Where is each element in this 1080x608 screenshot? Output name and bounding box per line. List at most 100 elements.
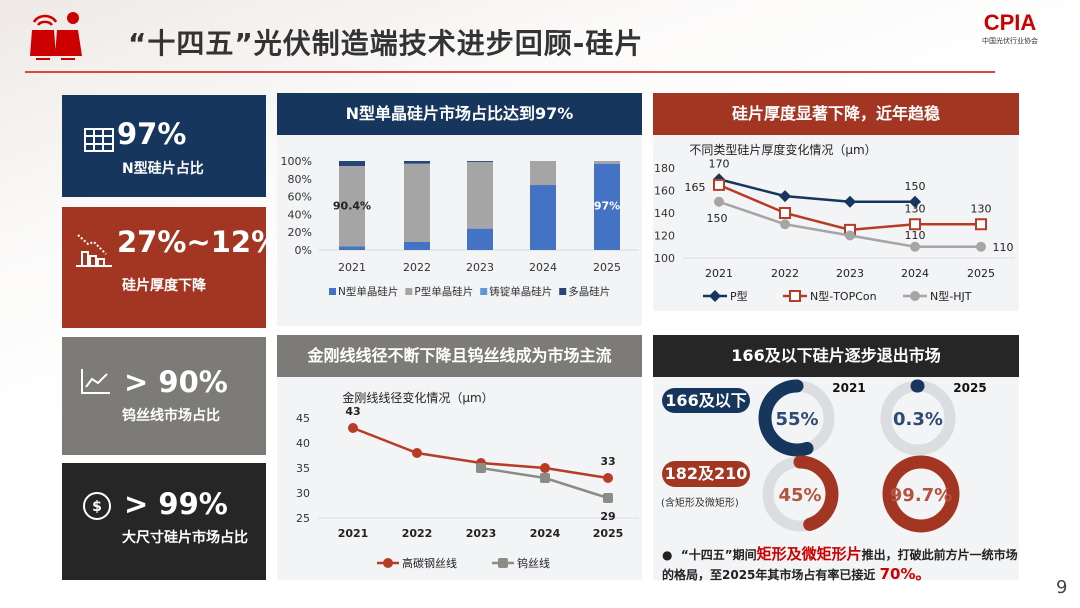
y-tick-label: 40%	[288, 208, 312, 221]
x-tick-label: 2022	[771, 267, 799, 280]
panel-header: 166及以下硅片逐步退出市场	[653, 335, 1019, 377]
data-point	[713, 178, 725, 191]
data-point	[910, 291, 920, 301]
data-point	[909, 218, 921, 231]
chart-title: 不同类型硅片厚度变化情况（μm）	[689, 142, 876, 157]
data-point	[975, 218, 987, 231]
bar-segment	[404, 241, 430, 250]
data-label: 130	[971, 202, 992, 215]
donut-arc	[761, 455, 839, 533]
data-point	[779, 207, 791, 219]
data-label: 97%	[594, 200, 620, 213]
legend-label: N型单晶硅片	[338, 285, 398, 298]
stat-label: 钨丝线市场占比	[122, 408, 220, 424]
stat-label: 硅片厚度下降	[122, 278, 206, 294]
solar-panel-grid-icon	[84, 128, 114, 152]
bar-segment	[339, 165, 365, 247]
stat-card-n-type: 97% N型硅片占比	[62, 95, 266, 197]
data-label: 165	[685, 181, 706, 194]
data-point	[780, 219, 790, 230]
stat-card-tungsten: > 90% 钨丝线市场占比	[62, 337, 266, 455]
x-tick-label: 2025	[593, 527, 624, 540]
trend-line-icon	[81, 369, 110, 394]
logo-subtext: 中国光伏行业协会	[982, 37, 1038, 45]
x-tick-label: 2024	[529, 261, 557, 274]
data-point	[779, 190, 791, 203]
data-point	[476, 463, 486, 473]
bar-segment	[594, 161, 620, 164]
data-label: 43	[345, 405, 360, 418]
stat-value: > 99%	[124, 487, 228, 521]
declining-bar-chart-icon	[76, 234, 112, 267]
data-label: 170	[709, 157, 730, 170]
page-title: “十四五”光伏制造端技术进步回顾-硅片	[128, 27, 644, 60]
data-point	[383, 558, 393, 568]
legend-label: P型单晶硅片	[414, 285, 473, 298]
y-tick-label: 80%	[288, 173, 312, 186]
legend-label: N型-HJT	[930, 289, 972, 303]
donut-arc	[879, 379, 957, 457]
bar-segment	[467, 228, 493, 250]
legend-swatch	[480, 288, 488, 295]
x-tick-label: 2024	[901, 267, 929, 280]
legend-label: 钨丝线	[517, 556, 550, 570]
bar-segment	[404, 161, 430, 164]
data-point	[845, 230, 855, 241]
x-tick-label: 2022	[402, 527, 433, 540]
donut-charts: 2021 2025 55% 0.3% 45% 99.7%	[758, 379, 987, 533]
size-panel: 166及以下硅片逐步退出市场 2021 2025 55% 0.3% 45% 99.7% 1…	[653, 335, 1019, 580]
note-text: 推出，打破此前方片一统市场的格局，至2025年其市场占有率已接近	[662, 548, 1018, 582]
data-point	[603, 493, 613, 503]
data-point	[498, 558, 508, 568]
bar-segment	[467, 161, 493, 229]
donut-arc	[758, 379, 836, 457]
stat-label: N型硅片占比	[122, 161, 204, 177]
donut-arc	[882, 455, 960, 533]
data-point	[976, 241, 986, 252]
cpia-logo: CPIA 中国光伏行业协会	[960, 10, 1060, 70]
y-tick-label: 60%	[288, 191, 312, 204]
legend-label: 多晶硅片	[568, 285, 610, 298]
stacked-bar-chart: 0% 20% 40% 60% 80% 100% 2021 2022 2023 2024 2025 90…	[281, 155, 639, 298]
dollar-coin-icon: $	[83, 492, 111, 520]
bar-segment	[530, 185, 556, 250]
x-tick-label: 2024	[530, 527, 561, 540]
logo-text: CPIA	[983, 10, 1037, 35]
bullet: ●	[662, 548, 673, 562]
y-tick-label: 20%	[288, 226, 312, 239]
size-label-166: 166及以下	[662, 388, 750, 413]
data-label: 29	[600, 510, 615, 523]
x-tick-label: 2022	[403, 261, 431, 274]
x-tick-label: 2021	[338, 261, 366, 274]
legend-label: 高碳钢丝线	[402, 556, 457, 570]
y-tick-label: 40	[296, 437, 310, 450]
bar-segment	[467, 161, 493, 162]
year-label: 2025	[953, 381, 986, 395]
data-point	[709, 290, 721, 302]
size-sublabel: (含矩形及微矩形)	[661, 498, 739, 509]
data-point	[540, 463, 550, 473]
title-divider	[25, 71, 995, 73]
stat-card-large-size: $ > 99% 大尺寸硅片市场占比	[62, 463, 266, 580]
data-point	[714, 196, 724, 207]
x-tick-label: 2023	[466, 527, 497, 540]
donut-value-label: 45%	[778, 485, 821, 506]
solar-panel-logo-icon	[30, 12, 82, 60]
panel-header: N型单晶硅片市场占比达到97%	[277, 93, 642, 135]
data-point	[540, 473, 550, 483]
data-label: 150	[905, 180, 926, 193]
legend-label: 铸锭单晶硅片	[489, 285, 552, 298]
legend-label: N型-TOPCon	[810, 289, 877, 303]
donut-value-label: 99.7%	[890, 485, 952, 506]
donut-value-label: 55%	[775, 409, 818, 430]
legend-swatch	[405, 288, 413, 295]
data-point	[789, 290, 801, 302]
y-tick-label: 30	[296, 487, 310, 500]
note-highlight: 矩形及微矩形片	[756, 545, 862, 563]
data-label: 110	[993, 241, 1014, 254]
data-label: 150	[707, 212, 728, 225]
note-highlight: 70%。	[879, 565, 931, 583]
stat-value: 27%~12%	[117, 225, 281, 259]
bar-segment	[339, 246, 365, 250]
data-point	[603, 473, 613, 483]
